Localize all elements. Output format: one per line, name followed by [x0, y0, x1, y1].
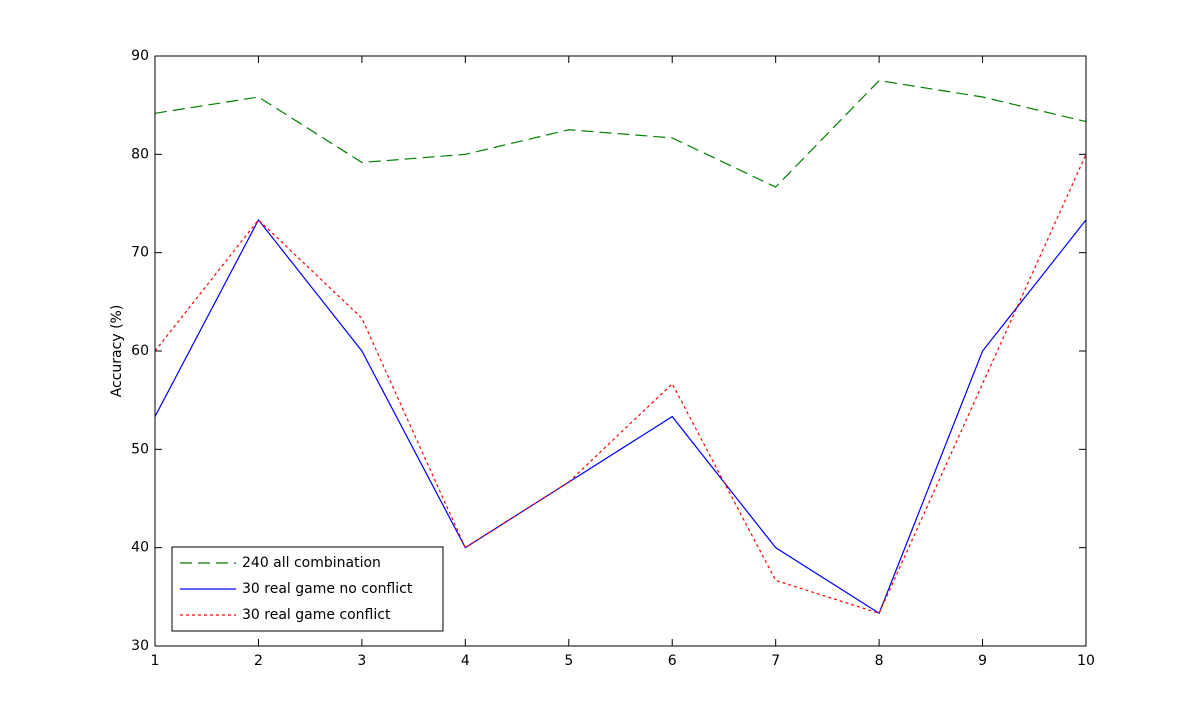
x-tick-label: 6	[668, 653, 677, 669]
plot-frame	[154, 55, 1087, 647]
y-tick-label: 60	[131, 343, 149, 359]
y-tick-label: 50	[131, 441, 149, 457]
x-tick-label: 7	[771, 653, 780, 669]
x-tick-label: 5	[564, 653, 573, 669]
y-tick-label: 80	[131, 146, 149, 162]
y-tick-label: 30	[131, 638, 149, 654]
y-axis-label: Accuracy (%)	[109, 305, 125, 398]
line-series	[154, 218, 1087, 615]
legend-label: 30 real game conflict	[242, 607, 391, 623]
x-tick-label: 3	[357, 653, 366, 669]
x-tick-label: 9	[978, 653, 987, 669]
x-tick-label: 2	[254, 653, 263, 669]
y-tick-label: 90	[131, 48, 149, 64]
legend: 240 all combination 30 real game no confl…	[171, 546, 444, 632]
x-tick-label: 1	[151, 653, 160, 669]
x-tick-label: 8	[875, 653, 884, 669]
y-tick-label: 40	[131, 540, 149, 556]
x-tick-label: 4	[461, 653, 470, 669]
legend-label: 240 all combination	[242, 555, 381, 571]
y-tick-label: 70	[131, 245, 149, 261]
x-tick-label: 10	[1077, 653, 1095, 669]
line-series	[154, 79, 1087, 188]
legend-label: 30 real game no conflict	[242, 581, 413, 597]
